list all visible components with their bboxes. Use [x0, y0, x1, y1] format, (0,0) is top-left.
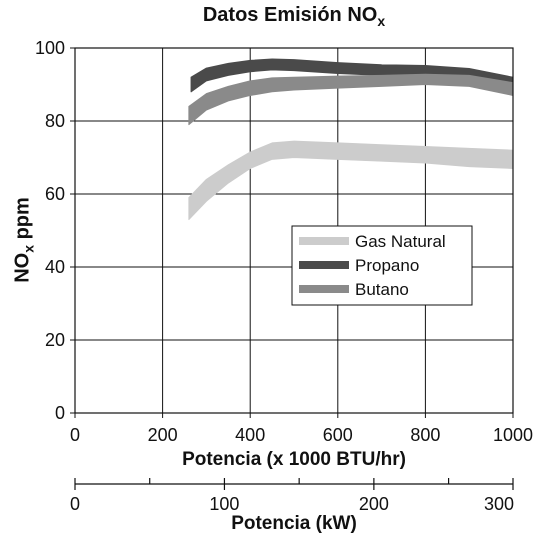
legend-swatch [299, 285, 349, 293]
chart-title-subscript: x [377, 13, 386, 29]
x-tick-label: 200 [148, 425, 178, 445]
legend-label: Gas Natural [355, 232, 446, 251]
legend-swatch [299, 261, 349, 269]
y-tick-label: 20 [45, 330, 65, 350]
legend-swatch [299, 237, 349, 245]
x-tick-label: 600 [323, 425, 353, 445]
x2-tick-label: 0 [70, 494, 80, 514]
y-axis-label-unit: ppm [11, 197, 34, 245]
y-tick-label: 80 [45, 111, 65, 131]
x2-tick-label: 300 [484, 494, 514, 514]
y-tick-label: 100 [35, 38, 65, 58]
chart-title-main: Datos Emisión NO [202, 4, 378, 26]
y-tick-label: 60 [45, 184, 65, 204]
series-bands [188, 58, 514, 221]
x-tick-label: 0 [70, 425, 80, 445]
x-axis-label: Potencia (x 1000 BTU/hr) [182, 449, 406, 470]
plot-frame [74, 47, 514, 414]
legend-label: Butano [355, 280, 409, 299]
y-axis-label: NOx ppm [4, 175, 44, 305]
y-axis-label-main: NO [11, 252, 34, 283]
x-tick-label: 400 [235, 425, 265, 445]
x-tick-label: 800 [410, 425, 440, 445]
x2-tick-label: 100 [209, 494, 239, 514]
y-tick-label: 0 [55, 403, 65, 423]
y-axis-label-subscript: x [20, 244, 37, 253]
legend-label: Propano [355, 256, 419, 275]
y-tick-label: 40 [45, 257, 65, 277]
x2-tick-label: 200 [359, 494, 389, 514]
x2-axis-label: Potencia (kW) [231, 513, 357, 534]
legend: Gas Natural Propano Butano [291, 225, 473, 306]
x-tick-label: 1000 [493, 425, 533, 445]
chart-title: Datos Emisión NOx [75, 4, 513, 29]
series-band-butano [188, 73, 514, 126]
series-band-gas-natural [188, 140, 514, 221]
